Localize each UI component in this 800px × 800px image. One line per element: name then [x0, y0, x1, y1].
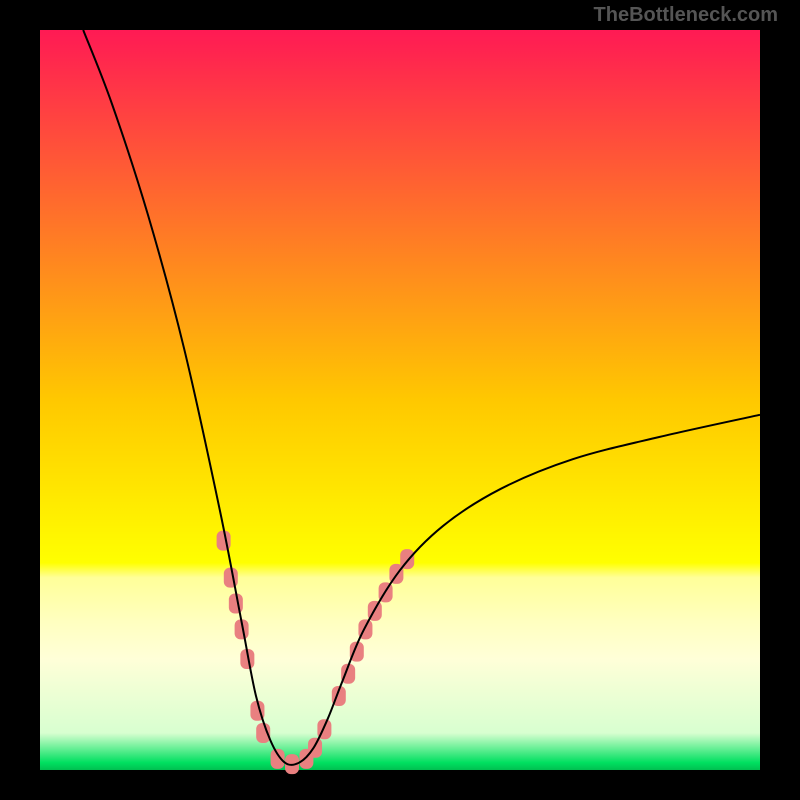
data-marker [217, 531, 231, 551]
watermark-text: TheBottleneck.com [594, 4, 778, 27]
data-marker [224, 568, 238, 588]
data-marker [308, 738, 322, 758]
chart-container: TheBottleneck.com [0, 0, 800, 800]
data-marker [271, 749, 285, 769]
plot-gradient-rect [40, 30, 760, 770]
chart-svg [0, 0, 800, 800]
